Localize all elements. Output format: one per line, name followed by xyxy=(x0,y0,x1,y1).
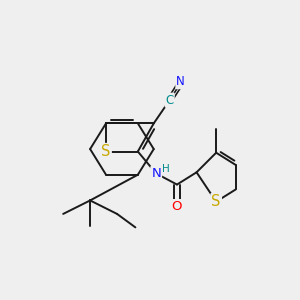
Text: S: S xyxy=(101,144,111,159)
Text: C: C xyxy=(166,94,174,106)
Text: S: S xyxy=(212,194,221,209)
Text: O: O xyxy=(172,200,182,213)
Text: H: H xyxy=(162,164,170,174)
Text: N: N xyxy=(151,167,161,180)
Text: N: N xyxy=(176,75,185,88)
